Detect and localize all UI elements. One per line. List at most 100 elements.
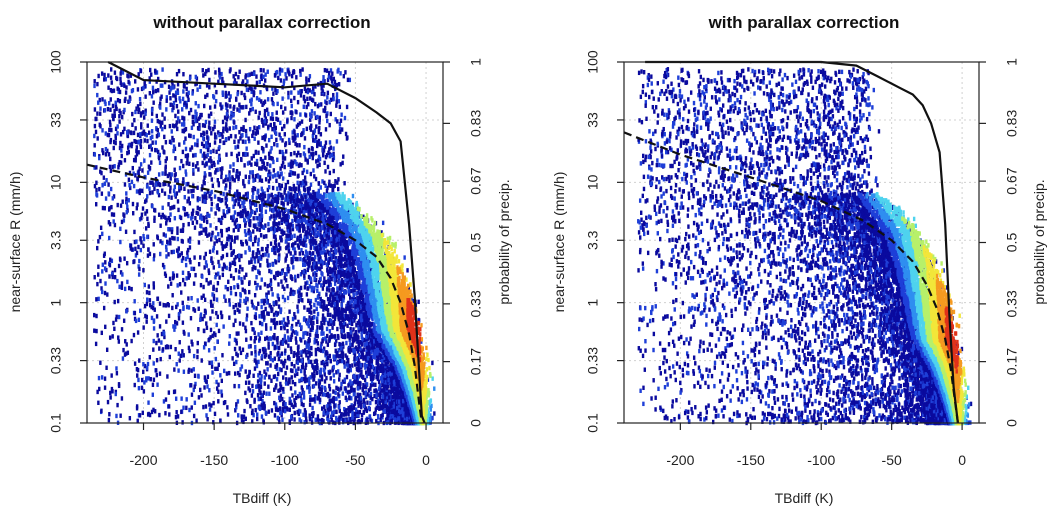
density-point — [273, 173, 277, 178]
density-point — [251, 170, 254, 175]
density-point — [265, 294, 269, 300]
density-point — [250, 71, 253, 77]
density-point — [258, 79, 261, 85]
density-point — [286, 118, 289, 124]
density-point — [158, 324, 162, 329]
density-point — [242, 179, 245, 184]
density-point — [324, 154, 328, 160]
density-point — [249, 98, 252, 104]
density-point — [368, 414, 372, 419]
density-point — [281, 361, 285, 366]
density-point — [146, 361, 150, 367]
density-point — [318, 120, 321, 125]
density-point — [176, 283, 179, 288]
density-point — [255, 363, 259, 369]
density-point — [109, 107, 112, 112]
density-point — [208, 85, 211, 90]
density-point — [312, 272, 315, 277]
density-point — [169, 241, 172, 246]
density-point — [181, 128, 184, 134]
density-point — [283, 360, 286, 366]
density-point — [268, 374, 271, 380]
density-point — [314, 366, 317, 371]
density-point — [228, 298, 231, 303]
density-point — [278, 226, 281, 232]
density-point — [219, 167, 222, 172]
density-point — [207, 281, 210, 286]
density-point — [320, 377, 324, 382]
density-point — [96, 111, 99, 116]
density-point — [177, 184, 181, 190]
density-point — [309, 317, 313, 323]
density-point — [303, 368, 306, 373]
density-point — [316, 316, 319, 321]
density-point — [313, 271, 317, 276]
density-point — [161, 171, 164, 176]
density-point — [331, 334, 335, 339]
density-point — [259, 380, 263, 385]
density-point — [118, 284, 121, 290]
density-point — [275, 209, 278, 215]
density-point — [173, 236, 176, 241]
density-point — [320, 385, 324, 390]
density-point — [255, 416, 259, 422]
density-point — [332, 168, 335, 174]
density-point — [273, 141, 276, 147]
density-point — [262, 147, 265, 152]
density-point — [222, 126, 225, 131]
density-point — [132, 130, 136, 136]
density-point — [123, 256, 126, 261]
density-point — [246, 211, 249, 217]
density-point — [304, 330, 307, 336]
density-point — [327, 70, 331, 76]
density-point — [115, 106, 118, 112]
density-point — [174, 414, 178, 420]
density-point — [117, 165, 120, 170]
density-point — [137, 72, 140, 77]
density-point — [120, 219, 124, 225]
density-point — [188, 348, 191, 354]
density-point — [129, 73, 133, 78]
density-point — [218, 275, 221, 280]
density-point — [203, 191, 206, 197]
density-point — [287, 337, 291, 343]
density-point — [111, 196, 114, 201]
density-point — [164, 158, 167, 164]
density-point — [239, 136, 242, 141]
density-point — [305, 341, 308, 346]
density-point — [221, 119, 225, 125]
density-point — [174, 346, 177, 352]
density-point — [229, 286, 233, 291]
density-point — [114, 104, 118, 109]
density-point — [314, 381, 318, 386]
density-point — [230, 251, 234, 256]
density-point — [229, 181, 232, 186]
density-point — [272, 159, 275, 165]
density-point — [329, 275, 332, 280]
density-point — [351, 336, 354, 342]
density-point — [174, 97, 178, 103]
density-point — [201, 198, 205, 204]
density-point — [126, 204, 129, 210]
density-point — [320, 341, 323, 347]
density-point — [258, 370, 262, 376]
density-point — [275, 345, 279, 350]
density-point — [341, 328, 344, 334]
density-point — [289, 414, 293, 420]
density-point — [97, 375, 101, 381]
density-point — [132, 211, 135, 216]
density-point — [126, 350, 130, 355]
density-point — [296, 99, 300, 105]
density-point — [126, 150, 129, 156]
density-point — [357, 386, 360, 391]
density-point — [309, 375, 312, 380]
density-point — [147, 411, 150, 417]
density-point — [255, 162, 259, 167]
density-point — [310, 285, 314, 291]
density-point — [363, 401, 366, 406]
density-point — [314, 297, 318, 303]
density-point — [206, 140, 210, 145]
density-point — [348, 408, 352, 414]
density-point — [251, 106, 254, 112]
density-point — [253, 259, 257, 264]
